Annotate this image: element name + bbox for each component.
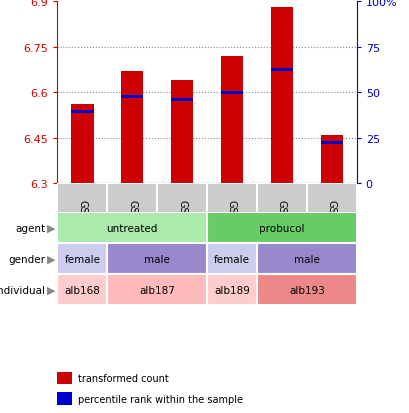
- Bar: [57, 244, 107, 275]
- Text: ▶: ▶: [47, 254, 55, 264]
- Bar: [71, 105, 93, 184]
- Bar: [207, 213, 356, 244]
- Bar: [306, 184, 356, 275]
- Text: GSM467888: GSM467888: [77, 200, 87, 259]
- Text: GSM467891: GSM467891: [276, 200, 286, 259]
- Text: agent: agent: [15, 223, 45, 233]
- Text: alb189: alb189: [213, 285, 249, 295]
- Bar: [121, 96, 143, 99]
- Text: transformed count: transformed count: [78, 373, 169, 383]
- Bar: [207, 184, 256, 275]
- Bar: [320, 141, 342, 145]
- Bar: [270, 8, 292, 184]
- Bar: [57, 213, 207, 244]
- Text: untreated: untreated: [106, 223, 157, 233]
- Text: female: female: [213, 254, 249, 264]
- Bar: [57, 392, 72, 405]
- Text: female: female: [64, 254, 100, 264]
- Bar: [157, 184, 207, 275]
- Text: GSM467890: GSM467890: [227, 200, 236, 259]
- Text: alb168: alb168: [64, 285, 100, 295]
- Text: male: male: [293, 254, 319, 264]
- Bar: [220, 91, 243, 95]
- Bar: [107, 184, 157, 275]
- Bar: [256, 275, 356, 306]
- Text: alb187: alb187: [139, 285, 175, 295]
- Bar: [57, 184, 107, 275]
- Bar: [57, 275, 107, 306]
- Bar: [57, 372, 72, 384]
- Bar: [320, 135, 342, 184]
- Text: GSM467892: GSM467892: [177, 200, 187, 259]
- Bar: [171, 99, 193, 102]
- Bar: [171, 81, 193, 184]
- Text: percentile rank within the sample: percentile rank within the sample: [78, 394, 243, 404]
- Text: ▶: ▶: [47, 223, 55, 233]
- Bar: [256, 184, 306, 275]
- Bar: [270, 69, 292, 72]
- Bar: [107, 275, 207, 306]
- Text: GSM467889: GSM467889: [127, 200, 137, 259]
- Text: individual: individual: [0, 285, 45, 295]
- Text: male: male: [144, 254, 170, 264]
- Text: ▶: ▶: [47, 285, 55, 295]
- Bar: [107, 244, 207, 275]
- Bar: [207, 275, 256, 306]
- Text: probucol: probucol: [258, 223, 304, 233]
- Bar: [256, 244, 356, 275]
- Bar: [220, 57, 243, 184]
- Bar: [71, 111, 93, 114]
- Text: alb193: alb193: [288, 285, 324, 295]
- Bar: [207, 244, 256, 275]
- Text: GSM467893: GSM467893: [326, 200, 336, 259]
- Text: gender: gender: [8, 254, 45, 264]
- Bar: [121, 72, 143, 184]
